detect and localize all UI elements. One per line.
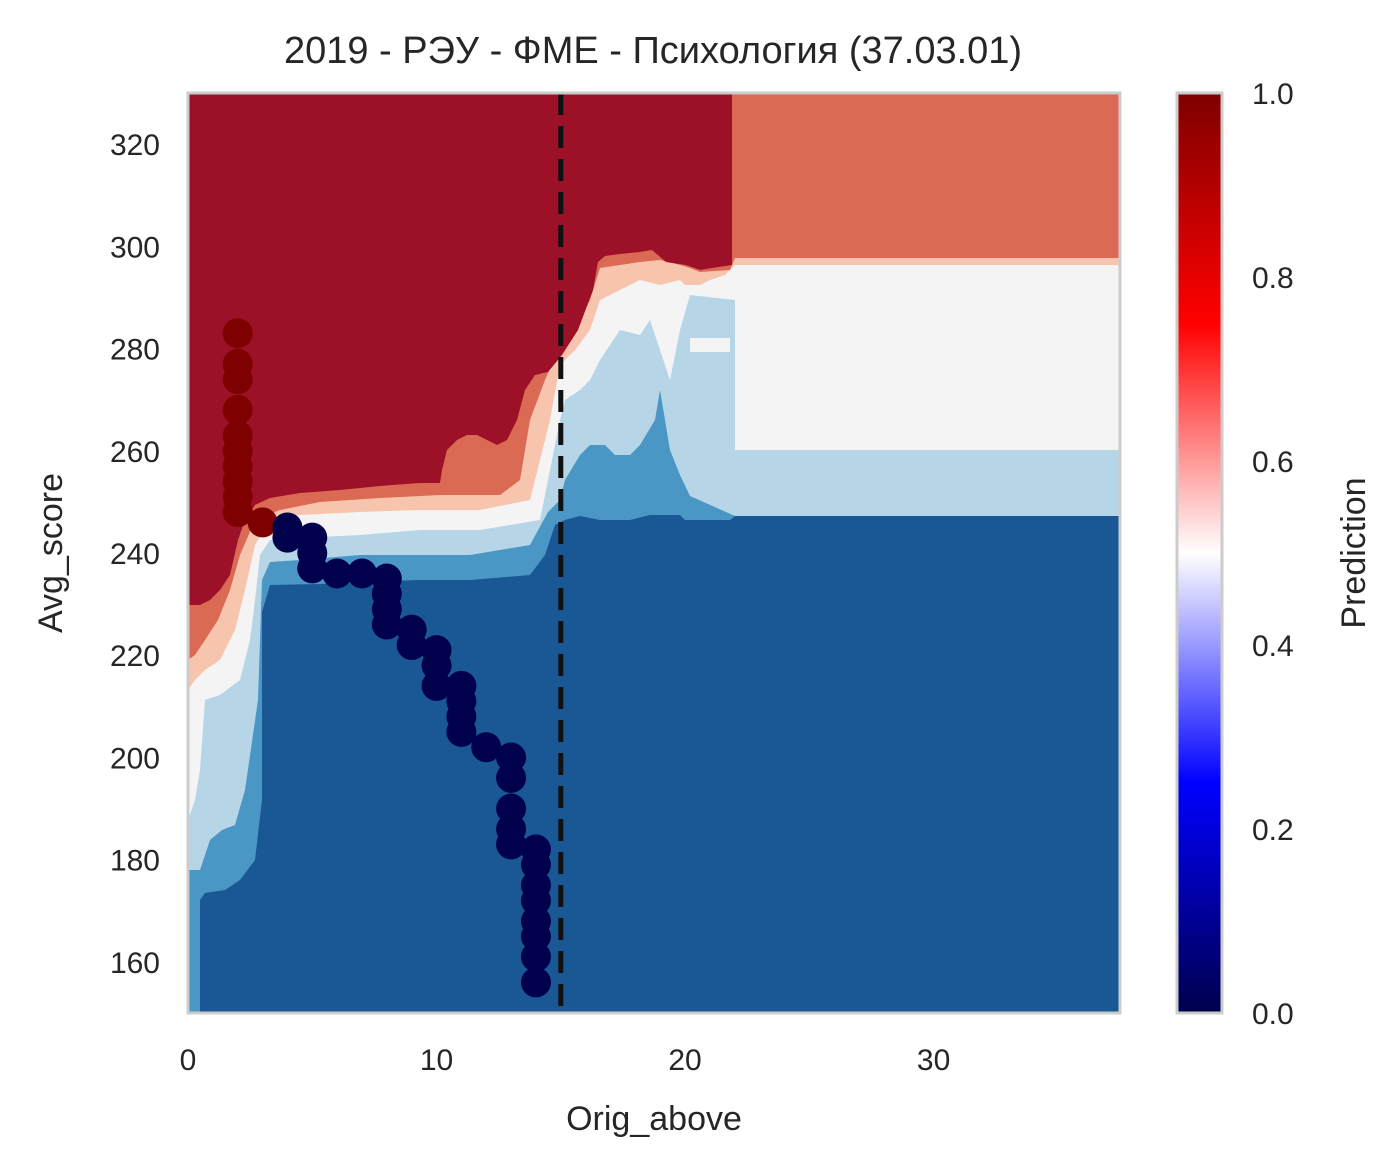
point-rejected [421, 670, 452, 701]
point-admitted [222, 364, 253, 395]
point-rejected [520, 941, 551, 972]
point-rejected [272, 522, 303, 553]
colorbar-tick-label: 1.0 [1252, 78, 1294, 111]
y-tick-label: 320 [110, 129, 160, 162]
colorbar-tick-label: 0.4 [1252, 630, 1294, 663]
y-tick-label: 200 [110, 742, 160, 775]
chart-title: 2019 - РЭУ - ФМЕ - Психология (37.03.01) [284, 30, 1022, 72]
y-tick-label: 240 [110, 538, 160, 571]
point-rejected [322, 558, 353, 589]
point-rejected [396, 630, 427, 660]
contour-stripe-1 [735, 295, 830, 304]
y-axis-label: Avg_score [32, 473, 70, 633]
contour-stripe-4 [735, 283, 945, 289]
point-rejected [520, 967, 551, 998]
y-tick-label: 300 [110, 231, 160, 264]
point-rejected [346, 558, 377, 589]
x-tick-label: 20 [668, 1044, 701, 1077]
y-tick-label: 180 [110, 845, 160, 878]
plot-area [188, 93, 1120, 1013]
point-admitted [247, 507, 278, 538]
contour-stripe-3 [690, 338, 730, 352]
point-rejected [471, 732, 502, 763]
point-admitted [222, 394, 253, 425]
colorbar-tick-label: 0.2 [1252, 814, 1294, 847]
plot-frame [186, 91, 1122, 1015]
x-axis-label: Orig_above [566, 1100, 742, 1138]
colorbar-tick-label: 0.6 [1252, 446, 1294, 479]
x-tick-label: 30 [917, 1044, 950, 1077]
y-tick-label: 160 [110, 947, 160, 980]
point-rejected [496, 762, 527, 793]
y-tick-label: 260 [110, 436, 160, 469]
point-admitted [222, 497, 253, 528]
point-admitted [222, 318, 253, 349]
x-tick-label: 0 [180, 1044, 197, 1077]
y-tick-label: 280 [110, 334, 160, 367]
y-tick-label: 220 [110, 640, 160, 673]
x-axis: 0 10 20 30 [180, 1044, 951, 1077]
point-rejected [496, 829, 527, 860]
contour-band-6 [188, 93, 732, 605]
y-axis: 160 180 200 220 240 260 280 300 320 [110, 129, 160, 980]
colorbar: 0.0 0.2 0.4 0.6 0.8 1.0 Prediction [1175, 78, 1373, 1031]
colorbar-tick-label: 0.8 [1252, 262, 1294, 295]
colorbar-tick-label: 0.0 [1252, 998, 1294, 1031]
contour-stripe-2 [955, 384, 1120, 398]
point-rejected [371, 609, 402, 640]
colorbar-label: Prediction [1335, 477, 1373, 628]
point-rejected [297, 553, 328, 584]
point-rejected [446, 716, 477, 747]
colorbar-gradient [1175, 91, 1224, 1015]
x-tick-label: 10 [420, 1044, 453, 1077]
